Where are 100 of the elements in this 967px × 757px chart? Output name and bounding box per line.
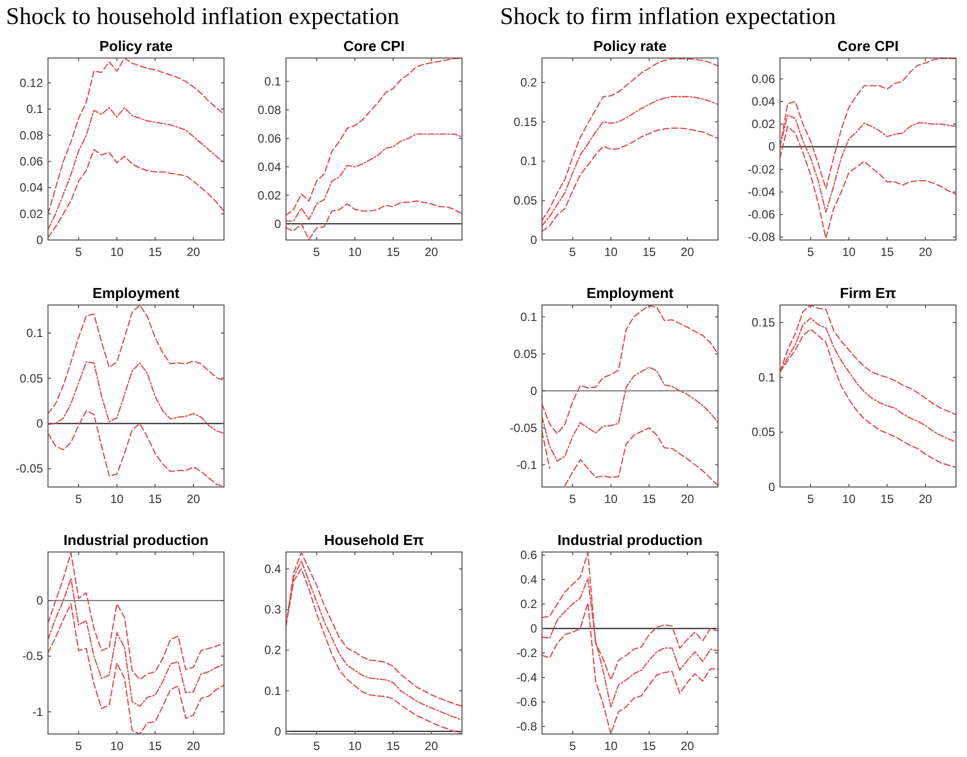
y-tick-label: -0.08 xyxy=(748,230,776,244)
y-tick-label: -0.8 xyxy=(516,719,538,734)
y-tick-label: 0 xyxy=(36,594,44,608)
y-tick-label: 0.02 xyxy=(752,117,776,132)
y-tick-label: 0.1 xyxy=(26,102,44,116)
y-tick-label: 0 xyxy=(530,621,538,636)
x-tick-label: 20 xyxy=(424,739,438,753)
y-tick-label: -0.06 xyxy=(748,208,776,222)
x-tick-label: 10 xyxy=(348,739,362,753)
y-tick-label: 0 xyxy=(768,480,776,494)
y-tick-label: 0.4 xyxy=(264,562,282,576)
y-tick-label: 0 xyxy=(530,384,538,398)
chart-title: Industrial production xyxy=(558,533,702,549)
y-tick-label: 0.6 xyxy=(520,548,538,562)
y-tick-label: -0.4 xyxy=(516,670,538,684)
x-tick-label: 20 xyxy=(186,739,200,753)
x-tick-label: 15 xyxy=(642,492,656,506)
y-tick-label: 0 xyxy=(274,724,282,738)
x-tick-label: 20 xyxy=(918,245,932,259)
y-tick-label: 0.05 xyxy=(514,346,538,361)
y-tick-label: -0.1 xyxy=(516,458,538,472)
x-tick-label: 20 xyxy=(680,245,694,259)
y-tick-label: 0.1 xyxy=(26,326,44,340)
y-tick-label: 0 xyxy=(36,233,44,247)
x-tick-label: 5 xyxy=(313,739,320,753)
y-tick-label: -0.05 xyxy=(16,462,44,476)
x-tick-label: 20 xyxy=(918,492,932,506)
y-tick-label: -0.6 xyxy=(516,694,538,709)
x-tick-label: 10 xyxy=(348,245,362,259)
y-tick-label: 0.1 xyxy=(264,74,282,88)
y-tick-label: 0.1 xyxy=(758,370,776,384)
y-tick-label: 0.06 xyxy=(752,72,776,86)
x-tick-label: 15 xyxy=(148,492,162,506)
x-tick-label: 15 xyxy=(148,739,162,753)
text: Shock to household inflation expectation xyxy=(6,4,400,30)
x-tick-label: 10 xyxy=(604,245,618,259)
chart-title: Core CPI xyxy=(837,39,899,55)
x-tick-label: 20 xyxy=(186,492,200,506)
x-tick-label: 10 xyxy=(842,492,856,506)
x-tick-label: 5 xyxy=(807,492,814,506)
y-tick-label: -0.04 xyxy=(748,184,776,199)
text: Shock to firm inflation expectation xyxy=(500,4,836,30)
y-tick-label: -0.5 xyxy=(22,649,44,664)
y-tick-label: 0 xyxy=(768,140,776,154)
x-tick-label: 5 xyxy=(569,492,576,506)
y-tick-label: -0.05 xyxy=(510,420,538,435)
y-tick-label: 0.1 xyxy=(264,684,282,698)
x-tick-label: 15 xyxy=(880,245,894,259)
y-tick-label: -0.02 xyxy=(748,162,776,176)
y-tick-label: 0.12 xyxy=(20,76,44,90)
y-tick-label: 0.05 xyxy=(752,425,776,440)
y-tick-label: 0.08 xyxy=(258,102,282,117)
x-tick-label: 5 xyxy=(75,245,82,259)
y-tick-label: 0.02 xyxy=(258,188,282,202)
x-tick-label: 10 xyxy=(604,492,618,506)
x-tick-label: 5 xyxy=(75,492,82,506)
y-tick-label: 0.4 xyxy=(520,572,538,587)
y-tick-label: 0.04 xyxy=(752,94,776,109)
x-tick-label: 20 xyxy=(186,245,200,259)
x-tick-label: 10 xyxy=(110,245,124,259)
x-tick-label: 5 xyxy=(75,739,82,753)
chart-title: Employment xyxy=(586,286,674,302)
y-tick-label: 0.06 xyxy=(20,154,44,168)
y-tick-label: -0.2 xyxy=(516,646,538,660)
y-tick-label: 0 xyxy=(36,416,44,430)
x-tick-label: 15 xyxy=(880,492,894,506)
x-tick-label: 5 xyxy=(313,245,320,259)
x-tick-label: 10 xyxy=(842,245,856,259)
chart-title: Policy rate xyxy=(593,39,667,55)
x-tick-label: 15 xyxy=(386,245,400,259)
chart-title: Employment xyxy=(92,286,180,302)
y-tick-label: 0.15 xyxy=(752,316,776,330)
x-tick-label: 15 xyxy=(642,245,656,259)
x-tick-label: 10 xyxy=(110,739,124,753)
x-tick-label: 20 xyxy=(680,492,694,506)
x-tick-label: 10 xyxy=(604,739,618,753)
chart-title: Industrial production xyxy=(64,533,208,549)
x-tick-label: 10 xyxy=(110,492,124,506)
y-tick-label: 0.04 xyxy=(20,180,44,195)
x-tick-label: 15 xyxy=(386,739,400,753)
y-tick-label: 0.3 xyxy=(264,602,282,617)
y-tick-label: 0.1 xyxy=(520,154,538,168)
y-tick-label: 0.2 xyxy=(264,643,282,658)
y-tick-label: 0.04 xyxy=(258,160,282,174)
y-tick-label: 0.1 xyxy=(520,310,538,324)
chart-title: Policy rate xyxy=(99,39,173,55)
x-tick-label: 15 xyxy=(148,245,162,259)
chart-title: Firm Eπ xyxy=(840,286,896,302)
y-tick-label: 0.06 xyxy=(258,131,282,146)
y-tick-label: 0.2 xyxy=(520,597,538,612)
x-tick-label: 5 xyxy=(807,245,814,259)
x-tick-label: 20 xyxy=(680,739,694,753)
y-tick-label: 0.05 xyxy=(20,371,44,386)
y-tick-label: 0.2 xyxy=(520,75,538,90)
y-tick-label: 0 xyxy=(274,216,282,231)
chart-title: Core CPI xyxy=(343,39,405,55)
y-tick-label: -1 xyxy=(32,704,44,719)
x-tick-label: 5 xyxy=(569,245,576,259)
y-tick-label: 0.15 xyxy=(514,114,538,129)
y-tick-label: 0.02 xyxy=(20,206,44,221)
